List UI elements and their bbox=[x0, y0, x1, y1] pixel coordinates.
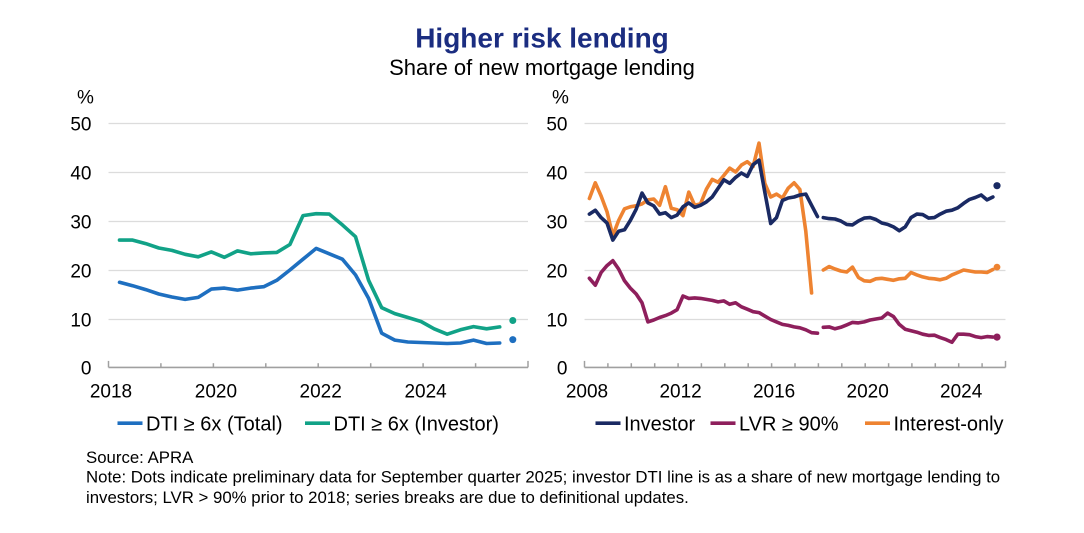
svg-text:40: 40 bbox=[546, 164, 567, 185]
svg-text:2016: 2016 bbox=[753, 382, 795, 403]
svg-text:Share of new mortgage lending: Share of new mortgage lending bbox=[389, 55, 695, 80]
svg-text:Investor: Investor bbox=[624, 414, 695, 436]
svg-text:DTI ≥ 6x (Total): DTI ≥ 6x (Total) bbox=[146, 414, 283, 436]
svg-text:0: 0 bbox=[557, 358, 568, 379]
svg-text:30: 30 bbox=[70, 213, 91, 234]
svg-text:DTI ≥ 6x (Investor): DTI ≥ 6x (Investor) bbox=[334, 414, 499, 436]
svg-text:10: 10 bbox=[70, 311, 91, 332]
svg-text:2022: 2022 bbox=[300, 382, 342, 403]
svg-text:Source: APRA: Source: APRA bbox=[86, 448, 194, 467]
svg-text:20: 20 bbox=[70, 262, 91, 283]
svg-text:50: 50 bbox=[70, 115, 91, 136]
svg-text:30: 30 bbox=[546, 213, 567, 234]
svg-text:LVR ≥ 90%: LVR ≥ 90% bbox=[739, 414, 839, 436]
svg-text:%: % bbox=[552, 88, 569, 109]
svg-text:0: 0 bbox=[81, 358, 92, 379]
svg-text:40: 40 bbox=[70, 164, 91, 185]
svg-text:2018: 2018 bbox=[90, 382, 132, 403]
svg-text:Note: Dots indicate preliminar: Note: Dots indicate preliminary data for… bbox=[86, 468, 1000, 487]
svg-text:2020: 2020 bbox=[195, 382, 237, 403]
svg-text:Higher risk lending: Higher risk lending bbox=[415, 23, 669, 54]
svg-text:2020: 2020 bbox=[847, 382, 889, 403]
svg-text:2008: 2008 bbox=[566, 382, 608, 403]
svg-text:investors; LVR > 90% prior to: investors; LVR > 90% prior to 2018; seri… bbox=[86, 488, 689, 507]
svg-text:Interest-only: Interest-only bbox=[894, 414, 1004, 436]
svg-text:10: 10 bbox=[546, 311, 567, 332]
svg-text:%: % bbox=[77, 88, 94, 109]
svg-text:50: 50 bbox=[546, 115, 567, 136]
svg-text:20: 20 bbox=[546, 262, 567, 283]
svg-text:2024: 2024 bbox=[404, 382, 447, 403]
svg-text:2024: 2024 bbox=[940, 382, 983, 403]
svg-text:2012: 2012 bbox=[659, 382, 701, 403]
